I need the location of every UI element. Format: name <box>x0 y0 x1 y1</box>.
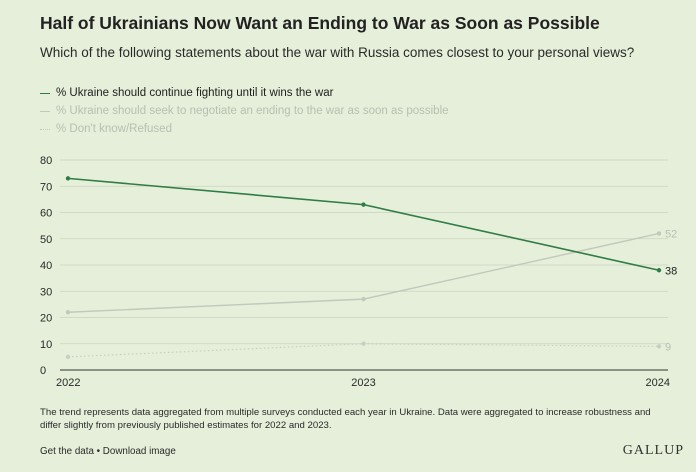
chart-subtitle: Which of the following statements about … <box>40 45 635 60</box>
y-tick-label-70: 70 <box>40 181 52 193</box>
end-label-dontknow: 9 <box>665 341 671 353</box>
x-tick-label-2023: 2023 <box>351 377 375 389</box>
data-point-negotiate-2024 <box>656 231 662 236</box>
end-label-fighting: 38 <box>665 265 677 277</box>
data-point-fighting-2023 <box>361 202 366 207</box>
data-point-fighting-2022 <box>65 176 71 181</box>
y-tick-label-60: 60 <box>40 208 52 220</box>
legend-item-fighting: % Ukraine should continue fighting until… <box>40 84 449 102</box>
legend: % Ukraine should continue fighting until… <box>40 84 449 138</box>
footnote: The trend represents data aggregated fro… <box>40 407 651 431</box>
y-tick-label-10: 10 <box>40 339 52 351</box>
legend-label-negotiate: % Ukraine should seek to negotiate an en… <box>56 105 449 117</box>
data-point-negotiate-2023 <box>361 296 366 302</box>
y-tick-label-50: 50 <box>40 234 52 246</box>
data-point-negotiate-2022 <box>65 310 71 315</box>
end-label-negotiate: 52 <box>665 229 677 241</box>
data-point-dontknow-2024 <box>656 344 662 349</box>
legend-item-negotiate: % Ukraine should seek to negotiate an en… <box>40 102 449 120</box>
data-point-dontknow-2022 <box>65 354 71 360</box>
data-point-dontknow-2023 <box>361 341 366 346</box>
y-tick-label-0: 0 <box>40 365 46 377</box>
legend-item-dontknow: % Don't know/Refused <box>40 120 449 138</box>
series-line-fighting <box>67 177 660 272</box>
series-line-dontknow <box>67 343 660 358</box>
legend-label-dontknow: % Don't know/Refused <box>56 123 172 135</box>
y-tick-label-80: 80 <box>40 155 52 167</box>
legend-swatch-dontknow <box>40 128 50 130</box>
legend-label-fighting: % Ukraine should continue fighting until… <box>56 87 334 99</box>
footer-links[interactable]: Get the data • Download image <box>40 446 176 457</box>
chart-title: Half of Ukrainians Now Want an Ending to… <box>40 13 600 33</box>
line-chart: 0 10 20 30 40 50 60 70 80 2022 2023 2024 9 52 38 <box>40 155 677 389</box>
gallup-logo: GALLUP <box>622 443 684 458</box>
y-tick-label-40: 40 <box>40 260 52 272</box>
x-tick-label-2024: 2024 <box>646 377 670 389</box>
data-point-fighting-2024 <box>656 268 662 273</box>
legend-swatch-negotiate <box>40 110 50 112</box>
x-tick-label-2022: 2022 <box>56 377 80 389</box>
y-tick-label-30: 30 <box>40 286 52 298</box>
legend-swatch-fighting <box>40 92 50 94</box>
y-tick-label-20: 20 <box>40 313 52 325</box>
